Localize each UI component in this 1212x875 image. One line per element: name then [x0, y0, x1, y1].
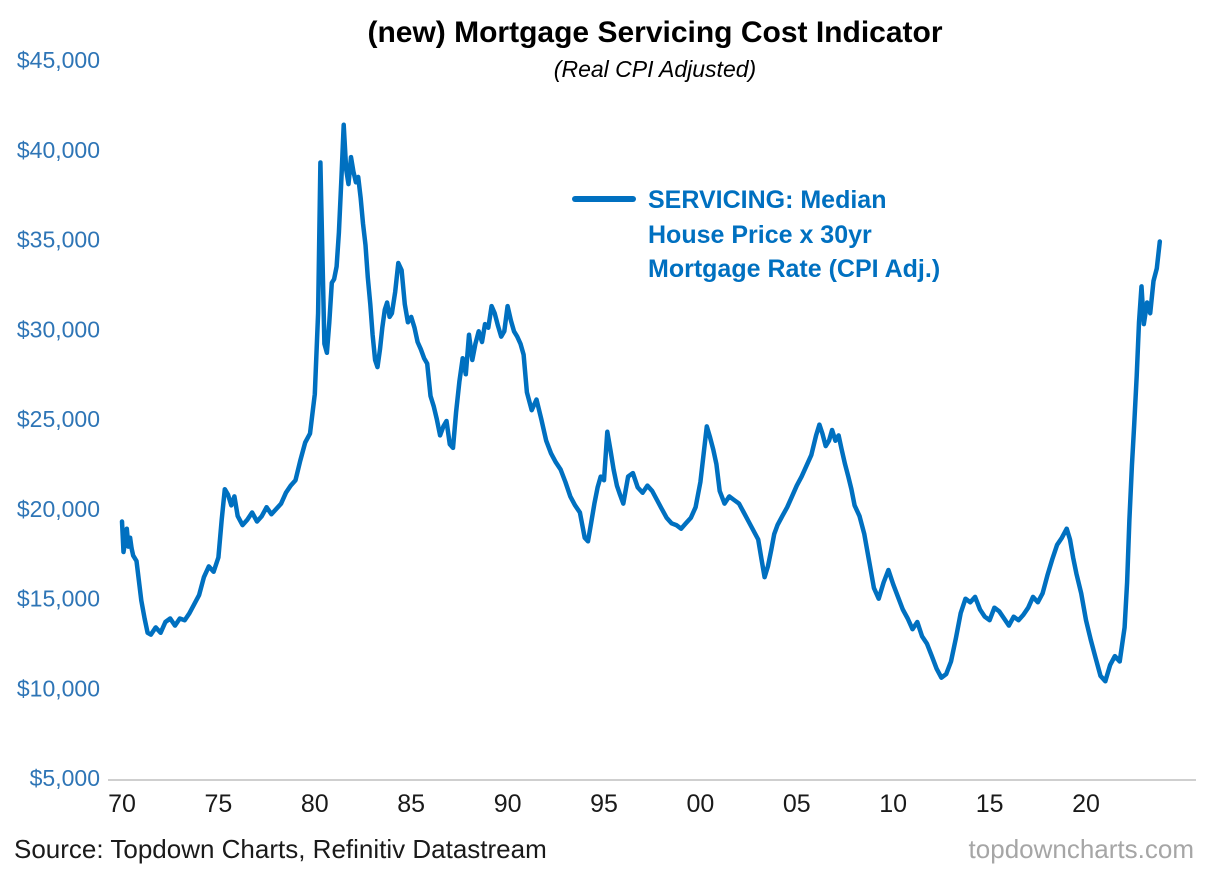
x-tick-label: 15: [976, 790, 1004, 818]
x-tick-label: 05: [783, 790, 811, 818]
legend-label-line3: Mortgage Rate (CPI Adj.): [648, 255, 941, 283]
x-tick-label: 90: [494, 790, 522, 818]
x-tick-label: 95: [590, 790, 618, 818]
x-tick-label: 75: [204, 790, 232, 818]
y-tick-label: $25,000: [17, 406, 100, 432]
x-tick-label: 80: [301, 790, 329, 818]
legend: SERVICING: Median House Price x 30yr Mor…: [572, 183, 968, 287]
y-tick-label: $45,000: [17, 47, 100, 73]
series-line: [119, 122, 1163, 684]
x-tick-label: 00: [686, 790, 714, 818]
x-tick-label: 85: [397, 790, 425, 818]
page-subtitle: (Real CPI Adjusted): [553, 56, 757, 82]
legend-label-line1: SERVICING: Median: [648, 186, 887, 214]
y-tick-label: $5,000: [30, 765, 100, 791]
y-tick-label: $30,000: [17, 316, 100, 342]
y-tick-label: $20,000: [17, 496, 100, 522]
site-credit: topdowncharts.com: [968, 834, 1194, 864]
y-tick-label: $10,000: [17, 675, 100, 701]
x-tick-label: 20: [1072, 790, 1100, 818]
legend-label-line2: House Price x 30yr: [648, 220, 872, 249]
y-tick-label: $15,000: [17, 586, 100, 612]
legend-label: SERVICING: Median House Price x 30yr Mor…: [648, 183, 968, 287]
source-credit: Source: Topdown Charts, Refinitiv Datast…: [14, 834, 547, 864]
legend-line-swatch: [572, 196, 636, 202]
y-tick-label: $35,000: [17, 227, 100, 253]
x-tick-label: 10: [879, 790, 907, 818]
page-title: (new) Mortgage Servicing Cost Indicator: [367, 16, 943, 49]
x-tick-label: 70: [108, 790, 136, 818]
y-tick-label: $40,000: [17, 137, 100, 163]
